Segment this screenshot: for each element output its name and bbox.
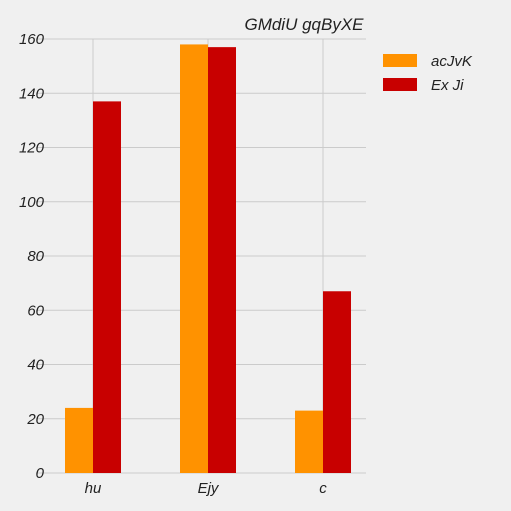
bar-acjvk-hu [65, 408, 93, 473]
y-axis-ticks: 0 20 40 60 80 100 120 140 160 [19, 31, 45, 482]
y-tick-label: 60 [27, 302, 44, 319]
legend-swatch [383, 78, 417, 91]
bar-ex-ji-c [323, 291, 351, 473]
y-tick-label: 160 [19, 31, 45, 48]
legend-label: acJvK [431, 53, 473, 70]
x-axis-ticks: hu Ejy c [85, 480, 328, 497]
bar-acjvk-ejy [180, 44, 208, 473]
x-tick-label: Ejy [198, 480, 220, 497]
x-tick-label: c [319, 480, 327, 497]
chart-title: GMdiU gqByXE [244, 15, 364, 34]
y-tick-label: 100 [19, 194, 45, 211]
y-tick-label: 0 [36, 465, 45, 482]
y-tick-label: 80 [27, 248, 44, 265]
legend: acJvK Ex Ji [383, 53, 473, 94]
x-tick-label: hu [85, 480, 102, 497]
y-tick-label: 40 [27, 357, 44, 374]
bar-ex-ji-ejy [208, 47, 236, 473]
legend-label: Ex Ji [431, 77, 464, 94]
y-tick-label: 20 [26, 411, 44, 428]
legend-swatch [383, 54, 417, 67]
bar-acjvk-c [295, 411, 323, 473]
bars [65, 44, 351, 473]
y-tick-label: 120 [19, 140, 45, 157]
y-tick-label: 140 [19, 85, 45, 102]
bar-ex-ji-hu [93, 101, 121, 473]
